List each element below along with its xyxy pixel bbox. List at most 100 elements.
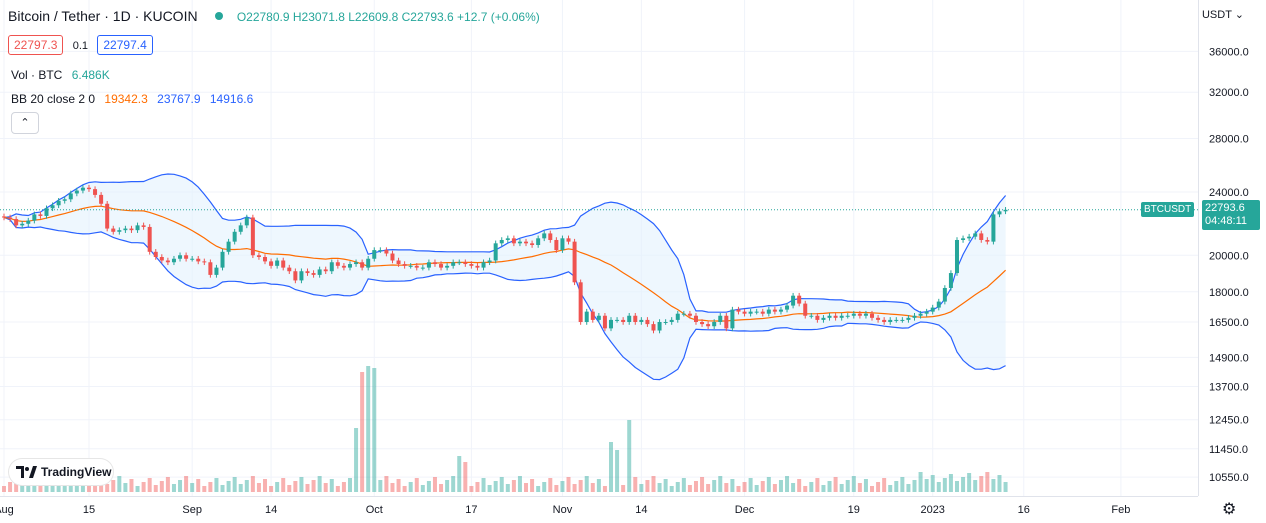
candle-body [785,305,790,310]
bb-lower-line [3,216,1006,381]
candle-body [499,239,504,244]
volume-bar [329,479,334,492]
currency-selector[interactable]: USDT ⌄ [1201,9,1244,21]
candle-body [596,315,601,320]
candle-body [293,271,298,281]
volume-bar [651,476,656,492]
volume-bar [481,478,486,492]
volume-bar [311,480,316,492]
candle-body [566,238,571,242]
bb-legend[interactable]: BB 20 close 2 0 19342.3 23767.9 14916.6 [11,92,259,106]
volume-bar [80,478,85,492]
candle-body [329,262,334,272]
candle-body [918,313,923,316]
volume-bar [803,486,808,492]
candle-body [323,269,328,272]
volume-bar [560,481,565,492]
price-axis[interactable]: 36000.0 32000.0 28000.0 24000.0 20000.0 18000… [1198,0,1266,496]
volume-bar [627,420,632,492]
gear-icon[interactable]: ⚙ [1222,501,1237,518]
volume-bar [572,484,577,492]
candle-body [797,295,802,304]
volume-bar [918,472,923,492]
candle-body [815,315,820,320]
candle-body [924,311,929,314]
volume-bar [93,481,98,492]
volume-bar [936,482,941,492]
volume-bar [2,486,6,492]
volume-bar [748,478,753,492]
candle-body [117,230,122,232]
candle-body [38,214,43,216]
candle-body [997,211,1002,215]
candle-body [967,236,972,239]
volume-bar [335,486,340,492]
candle-body [171,258,176,263]
candle-body [463,262,468,265]
price-chart[interactable] [0,0,1198,496]
candle-body [305,271,310,274]
volume-bar [86,485,91,492]
price-tick-label: 14900.0 [1209,352,1249,364]
candle-body [451,262,456,266]
price-tick-label: 10550.0 [1209,472,1249,484]
candle-body [590,311,595,320]
volume-bar [287,485,292,492]
tradingview-logo-icon [16,466,37,478]
volume-bar [275,482,280,492]
candle-body [44,208,49,216]
volume-bar [354,428,359,492]
candle-body [287,267,292,272]
volume-bar [414,478,419,492]
candle-body [62,199,67,201]
candle-body [888,319,893,322]
candle-body [111,228,116,232]
volume-bar [390,483,395,492]
candle-body [50,205,55,209]
volume-bar [815,478,820,492]
candle-body [439,264,444,268]
volume-value: 6.486K [71,68,110,82]
candle-body [900,319,905,321]
candle-body [536,238,541,246]
volume-bar [736,486,741,492]
bb-fill [4,174,1006,380]
candle-body [615,319,620,321]
volume-bar [985,472,990,492]
candle-body [238,225,243,232]
volume-bar [293,481,298,492]
volume-bar [536,486,541,492]
buy-button[interactable]: 22797.4 [97,35,153,55]
bb-basis-value: 19342.3 [104,92,148,106]
volume-bar [778,480,783,492]
candle-body [851,313,856,316]
candle-body [32,214,37,221]
candle-body [378,250,383,252]
volume-bar [997,475,1002,492]
volume-legend[interactable]: Vol · BTC 6.486K [11,68,116,82]
candle-body [706,324,711,327]
volume-bar [323,483,328,492]
sell-button[interactable]: 22797.3 [8,35,64,55]
volume-bar [439,484,444,492]
time-axis[interactable]: Aug 15 Sep 14 Oct 17 Nov 14 Dec 19 2023 16 Feb [0,496,1198,523]
volume-bar [657,483,662,492]
volume-bar [445,480,450,492]
volume-bar [760,481,765,492]
volume-bar [912,480,917,492]
candle-body [930,307,935,312]
volume-bar [851,476,856,492]
volume-bar [979,476,984,492]
volume-bar [487,485,492,492]
tradingview-logo[interactable]: TradingView [9,459,113,485]
price-tick-label: 13700.0 [1209,382,1249,394]
candle-body [954,239,959,274]
symbol-title[interactable]: Bitcoin / Tether · 1D · KUCOIN [8,8,198,24]
collapse-legend-button[interactable]: ⌃ [11,112,39,134]
candle-body [991,214,996,242]
volume-bar [463,462,468,492]
candle-body [578,282,583,322]
candle-body [93,189,98,195]
volume-bar [687,485,692,492]
volume-bar [888,485,893,492]
